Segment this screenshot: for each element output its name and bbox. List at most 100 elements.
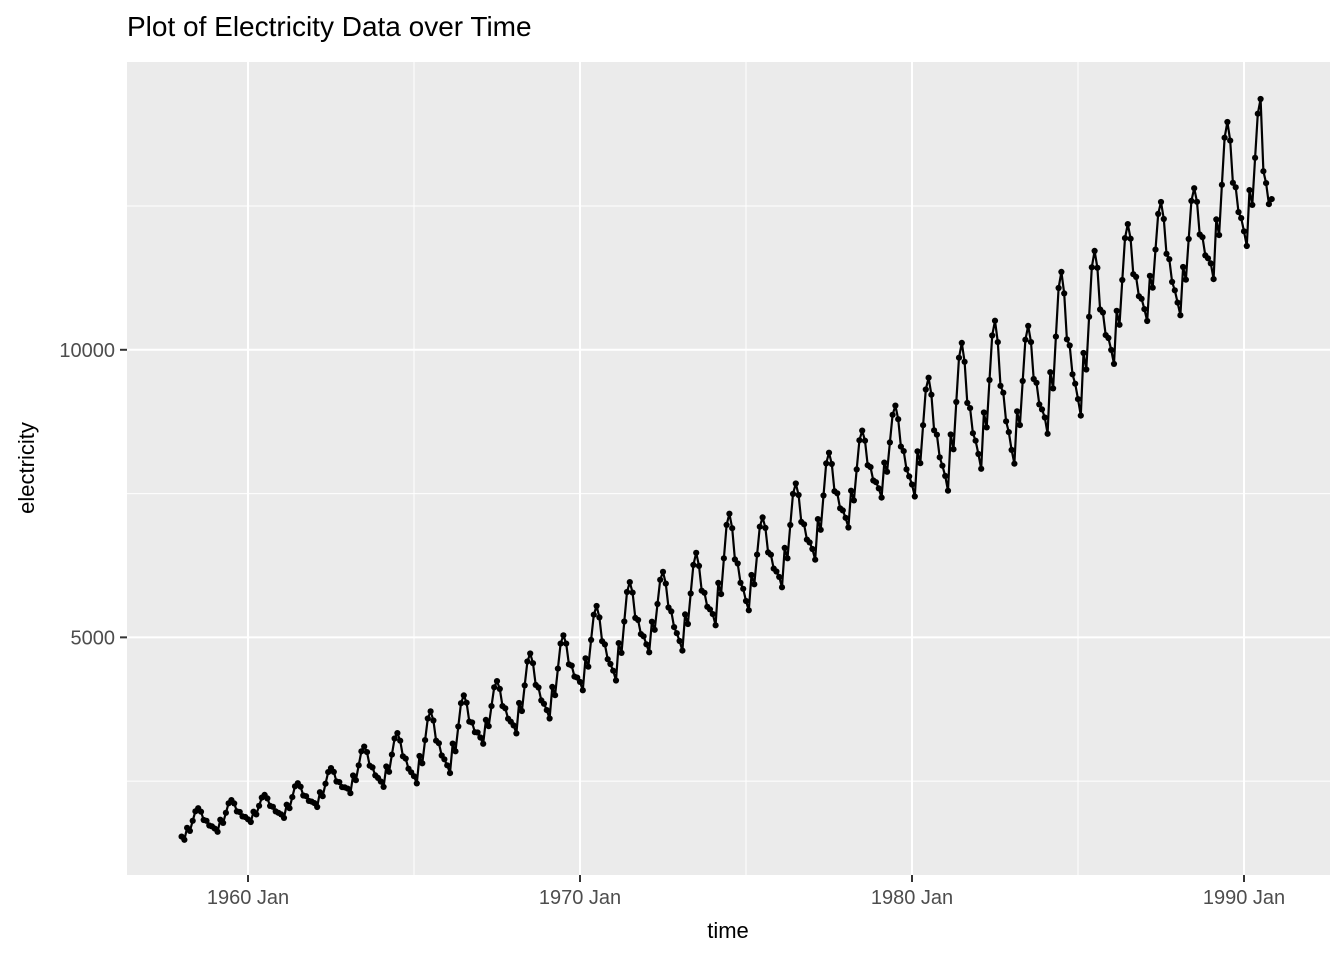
data-point [1216, 232, 1223, 239]
data-point [925, 374, 932, 381]
data-point [621, 618, 628, 625]
data-point [1116, 321, 1123, 328]
data-point [618, 649, 625, 657]
data-point [809, 545, 816, 553]
data-point [814, 516, 822, 523]
data-point [474, 729, 481, 736]
data-point [516, 699, 523, 707]
data-point [812, 556, 819, 563]
data-point [767, 551, 775, 558]
minor-gridlines [127, 62, 1330, 875]
data-point [612, 677, 620, 684]
data-point [552, 692, 559, 699]
data-point [955, 354, 963, 361]
data-point [319, 793, 326, 800]
data-point [1091, 247, 1098, 254]
data-point [1138, 295, 1145, 302]
data-point [1000, 389, 1007, 396]
data-point [1025, 322, 1032, 329]
data-point [493, 678, 501, 685]
data-point [1188, 197, 1195, 204]
data-point [726, 510, 733, 517]
data-point [897, 443, 905, 450]
data-point [759, 514, 766, 521]
data-point [969, 430, 977, 437]
data-point [469, 719, 476, 726]
data-point [801, 521, 808, 528]
data-point [1033, 379, 1040, 386]
data-point [314, 803, 321, 811]
data-point [1110, 360, 1118, 367]
data-point [723, 521, 730, 529]
data-point [590, 611, 597, 618]
data-point [1069, 371, 1076, 378]
data-point [322, 780, 329, 787]
data-point [220, 819, 227, 827]
data-point [659, 568, 667, 575]
data-point [1063, 336, 1070, 343]
data-point [231, 800, 238, 807]
data-point [881, 459, 888, 466]
data-point [676, 637, 683, 645]
data-point [1077, 412, 1084, 419]
data-point [1133, 273, 1140, 280]
data-point [626, 579, 633, 586]
data-point [756, 523, 763, 530]
data-point [604, 656, 611, 663]
data-point [964, 399, 971, 406]
data-point [1177, 312, 1184, 319]
data-point [975, 450, 982, 458]
data-point [510, 722, 517, 729]
data-point [524, 658, 531, 665]
data-point [1254, 110, 1261, 117]
data-point [629, 589, 636, 596]
data-point [1182, 276, 1189, 283]
data-point [1127, 235, 1134, 242]
axis-tick-labels: 1960 Jan 1970 Jan 1980 Jan 1990 Jan 5000 1000… [59, 340, 1285, 909]
data-point [690, 561, 697, 569]
data-point [1263, 180, 1270, 187]
data-point [1240, 228, 1248, 235]
data-point [820, 492, 827, 499]
data-point [269, 803, 276, 810]
data-point [737, 579, 744, 586]
data-point [264, 795, 271, 802]
y-axis-title: electricity [14, 422, 39, 514]
axis-tick-marks [120, 348, 1246, 882]
data-point [931, 427, 938, 434]
data-point [884, 468, 891, 475]
data-point [944, 487, 952, 494]
data-point [1061, 290, 1068, 297]
data-point [947, 431, 954, 438]
data-point [1144, 317, 1151, 325]
data-point [394, 730, 401, 737]
data-point [729, 525, 736, 532]
data-point [900, 448, 907, 455]
data-point [1074, 396, 1082, 403]
data-point [1124, 221, 1131, 228]
data-point [297, 783, 304, 790]
data-point [588, 636, 595, 644]
data-point [792, 480, 799, 487]
data-point [872, 479, 880, 486]
data-point [352, 777, 359, 784]
data-point [720, 555, 728, 562]
data-point [1221, 134, 1228, 141]
data-point [1036, 401, 1043, 408]
data-point [859, 427, 866, 434]
data-point [715, 579, 722, 587]
data-point [1038, 406, 1046, 413]
data-point [286, 805, 293, 812]
data-point [928, 391, 935, 398]
data-point [585, 663, 592, 670]
data-point [1229, 179, 1236, 186]
data-point [646, 649, 653, 656]
data-point [502, 705, 509, 712]
data-point [413, 780, 420, 787]
data-point [994, 339, 1001, 346]
data-point [1047, 369, 1054, 376]
data-point [449, 740, 456, 747]
data-point [906, 473, 913, 480]
data-point [1146, 272, 1153, 279]
data-point [886, 439, 894, 446]
